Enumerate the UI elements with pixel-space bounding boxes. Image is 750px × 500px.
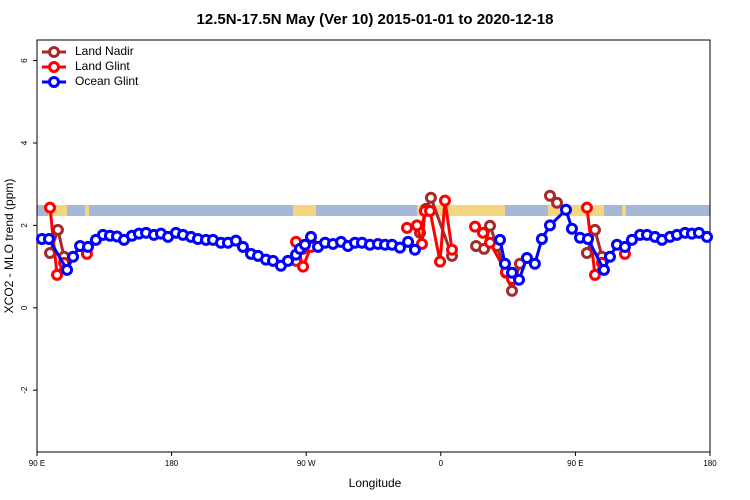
point — [588, 223, 601, 236]
point — [236, 240, 249, 253]
point — [543, 189, 556, 202]
x-axis-label: Longitude — [349, 476, 402, 490]
point — [61, 263, 74, 276]
point — [505, 284, 518, 297]
point — [411, 219, 424, 232]
point — [618, 240, 631, 253]
point — [543, 219, 556, 232]
point — [498, 257, 511, 270]
point — [393, 241, 406, 254]
point — [597, 263, 610, 276]
point — [603, 250, 616, 263]
point — [266, 254, 279, 267]
y-tick-label: 4 — [20, 140, 29, 145]
legend-label: Land Glint — [75, 59, 130, 73]
y-axis-label: XCO2 - MLO trend (ppm) — [2, 179, 16, 314]
point — [520, 251, 533, 264]
point — [625, 233, 638, 246]
x-tick-label: 180 — [703, 459, 717, 468]
point — [408, 243, 421, 256]
point — [434, 255, 447, 268]
point — [446, 243, 459, 256]
point — [299, 238, 312, 251]
point — [229, 234, 242, 247]
point — [551, 196, 564, 209]
point — [424, 204, 437, 217]
point — [51, 268, 64, 281]
chart-title: 12.5N-17.5N May (Ver 10) 2015-01-01 to 2… — [197, 11, 554, 28]
point — [494, 233, 507, 246]
point — [565, 222, 578, 235]
point — [476, 226, 489, 239]
point — [44, 201, 57, 214]
point — [44, 247, 57, 260]
point — [402, 235, 415, 248]
legend-label: Ocean Glint — [75, 74, 139, 88]
point — [581, 232, 594, 245]
point — [401, 221, 414, 234]
point — [535, 232, 548, 245]
point — [588, 268, 601, 281]
point — [304, 230, 317, 243]
y-tick-label: -2 — [20, 386, 29, 394]
x-tick-label: 90 E — [567, 459, 583, 468]
point — [580, 247, 593, 260]
y-tick-label: 2 — [20, 223, 29, 228]
x-tick-label: 90 E — [29, 459, 45, 468]
point — [484, 219, 497, 232]
point — [580, 201, 593, 214]
point — [67, 250, 80, 263]
point — [701, 230, 714, 243]
x-tick-label: 90 W — [297, 459, 316, 468]
point — [424, 191, 437, 204]
point — [281, 254, 294, 267]
legend-marker — [48, 46, 60, 58]
point — [438, 194, 451, 207]
point — [469, 220, 482, 233]
point — [81, 240, 94, 253]
point — [513, 273, 526, 286]
point — [559, 203, 572, 216]
point — [528, 257, 541, 270]
point — [51, 223, 64, 236]
point — [42, 232, 55, 245]
y-tick-label: 0 — [20, 305, 29, 310]
x-tick-label: 0 — [439, 459, 444, 468]
y-tick-label: 6 — [20, 58, 29, 63]
x-tick-label: 180 — [165, 459, 179, 468]
legend-marker — [48, 76, 60, 88]
point — [297, 260, 310, 273]
point — [505, 266, 518, 279]
legend-label: Land Nadir — [75, 44, 134, 58]
land-ocean-strip — [37, 205, 710, 216]
point — [484, 236, 497, 249]
legend-marker — [48, 61, 60, 73]
plot-frame — [36, 39, 711, 453]
